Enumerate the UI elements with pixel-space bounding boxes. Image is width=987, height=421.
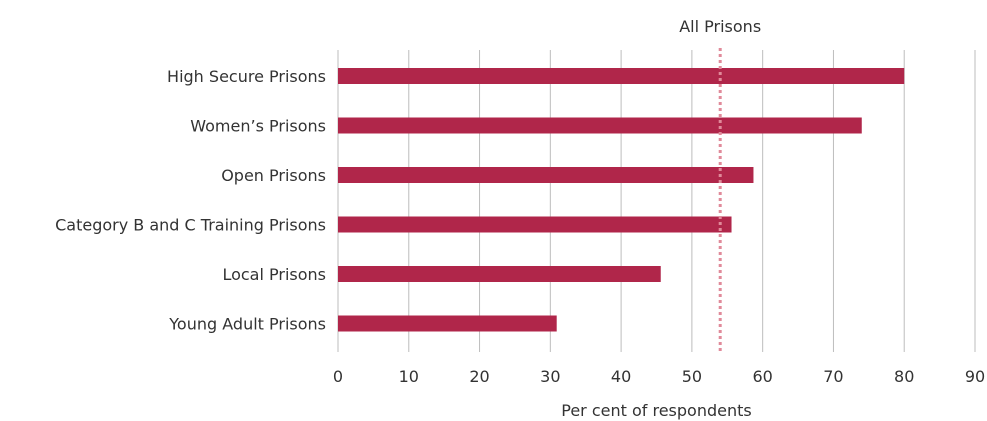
category-label-0: High Secure Prisons <box>167 67 326 86</box>
category-label-3: Category B and C Training Prisons <box>55 216 326 235</box>
x-tick-label-0: 0 <box>333 367 343 386</box>
x-axis-title: Per cent of respondents <box>561 401 751 420</box>
category-label-2: Open Prisons <box>221 166 326 185</box>
x-tick-label-20: 20 <box>469 367 489 386</box>
bar-5 <box>338 315 557 332</box>
bars <box>338 68 905 332</box>
category-label-1: Women’s Prisons <box>190 117 326 136</box>
x-tick-label-90: 90 <box>965 367 985 386</box>
x-tick-label-30: 30 <box>540 367 560 386</box>
category-labels: High Secure Prisons Women’s Prisons Open P… <box>55 67 326 334</box>
bar-3 <box>338 216 732 233</box>
x-tick-label-80: 80 <box>894 367 914 386</box>
bar-4 <box>338 266 661 282</box>
bar-0 <box>338 68 905 84</box>
x-tick-label-60: 60 <box>752 367 772 386</box>
x-tick-label-50: 50 <box>682 367 702 386</box>
grid-lines <box>337 50 976 352</box>
bar-2 <box>338 167 754 183</box>
x-tick-labels: 0 10 20 30 40 50 60 70 80 90 <box>333 367 985 386</box>
x-tick-label-10: 10 <box>399 367 419 386</box>
reference-line-label: All Prisons <box>679 17 761 36</box>
category-label-5: Young Adult Prisons <box>168 315 326 334</box>
bar-1 <box>338 117 862 134</box>
x-tick-label-40: 40 <box>611 367 631 386</box>
x-tick-label-70: 70 <box>823 367 843 386</box>
category-label-4: Local Prisons <box>222 265 326 284</box>
